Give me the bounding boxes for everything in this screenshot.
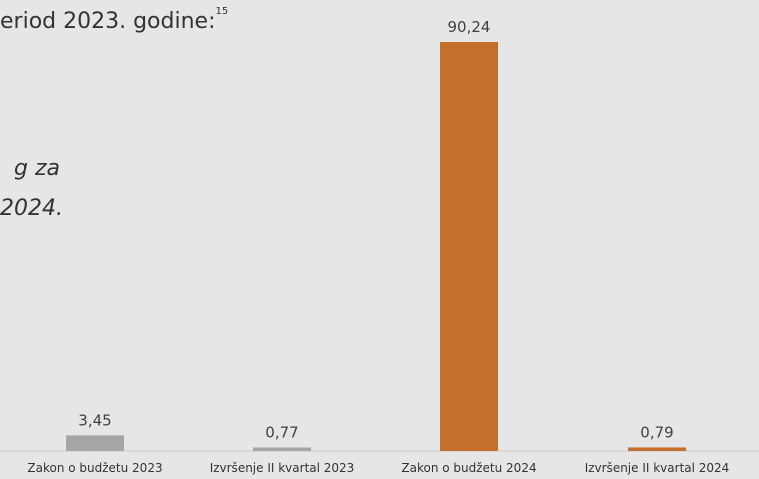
document-heading-fragment: eriod 2023. godine:15 [0, 6, 228, 34]
value-label-4: 0,79 [640, 423, 673, 441]
footnote-marker: 15 [215, 6, 229, 17]
category-label-2: Izvršenje II kvartal 2023 [210, 461, 355, 475]
bar-1 [66, 435, 124, 451]
value-label-1: 3,45 [78, 411, 111, 429]
value-label-3: 90,24 [448, 18, 491, 36]
value-label-2: 0,77 [265, 424, 298, 442]
value-label-group: 3,45 0,77 90,24 0,79 [78, 18, 673, 442]
category-label-group: Zakon o budžetu 2023 Izvršenje II kvartal… [27, 461, 729, 475]
category-label-1: Zakon o budžetu 2023 [27, 461, 162, 475]
heading-text: eriod 2023. godine: [0, 9, 216, 34]
bar-2 [253, 447, 311, 451]
bar-3 [440, 42, 498, 451]
bar-4 [628, 447, 686, 451]
category-label-3: Zakon o budžetu 2024 [401, 461, 536, 475]
bar-group [66, 42, 686, 451]
category-label-4: Izvršenje II kvartal 2024 [585, 461, 730, 475]
document-italic-line-1: g za [14, 156, 60, 181]
document-italic-line-2: 2024. [0, 196, 63, 221]
